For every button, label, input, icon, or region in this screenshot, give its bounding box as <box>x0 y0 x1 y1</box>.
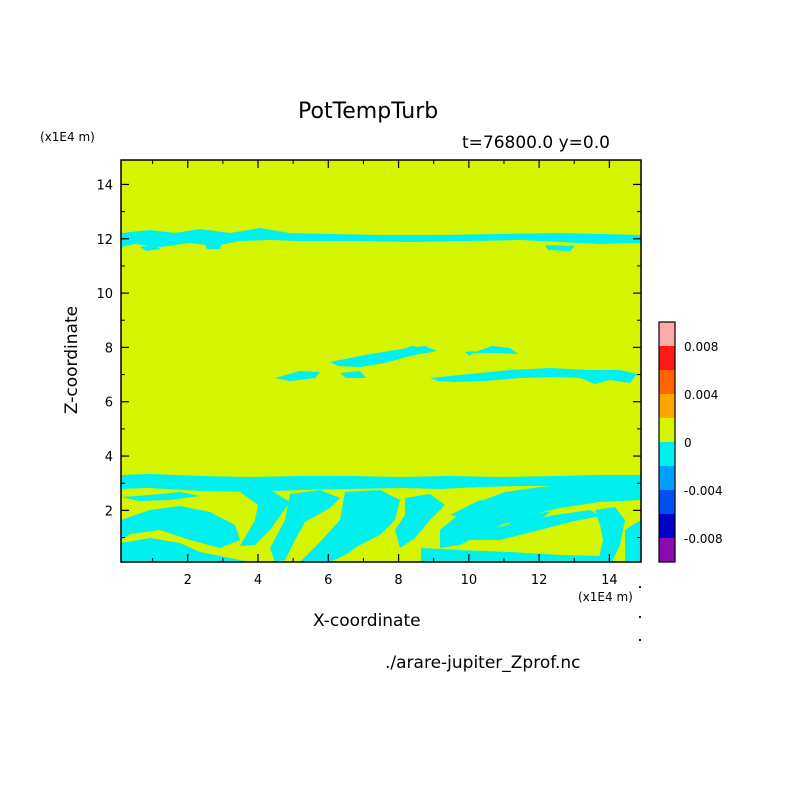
colorbar-tick-label: -0.008 <box>684 532 723 546</box>
x-unit-label: (x1E4 m) <box>578 590 633 604</box>
colorbar-tick-label: 0.004 <box>684 388 718 402</box>
y-tick-label-4: 4 <box>105 450 113 465</box>
colorbar-tick-label: -0.004 <box>684 484 723 498</box>
y-tick-label-8: 8 <box>105 341 113 356</box>
negative-region-14 <box>121 506 240 548</box>
colorbar-frame <box>658 321 676 563</box>
colorbar-band-5 <box>659 442 675 466</box>
plot-axes <box>120 159 642 563</box>
negative-region-11 <box>472 346 518 354</box>
chart-subtitle: t=76800.0 y=0.0 <box>462 133 610 153</box>
negative-region-17 <box>270 490 340 562</box>
colorbar-band-1 <box>659 538 675 562</box>
plot-frame <box>120 159 642 563</box>
colorbar-band-2 <box>659 514 675 538</box>
colorbar: -0.008 -0.004 0 0.004 0.008 <box>658 321 723 563</box>
negative-region-5 <box>275 371 320 381</box>
negative-region-12 <box>121 474 641 492</box>
y-tick-label-12: 12 <box>96 233 113 248</box>
colorbar-tick-label: 0 <box>684 436 692 450</box>
x-tick-label-6: 6 <box>324 573 332 588</box>
corner-dot <box>638 585 642 589</box>
x-tick-label-8: 8 <box>394 573 402 588</box>
axis-ticks: 2 4 6 8 10 12 14 2 4 6 8 10 12 14 <box>96 160 641 588</box>
x-tick-label-10: 10 <box>461 573 478 588</box>
colorbar-band-6 <box>659 418 675 442</box>
x-axis-label: X-coordinate <box>313 611 421 631</box>
y-tick-label-14: 14 <box>96 178 113 193</box>
colorbar-band-4 <box>659 466 675 490</box>
negative-region-20 <box>440 483 641 548</box>
y-tick-label-2: 2 <box>105 504 113 519</box>
negative-region-1 <box>121 228 641 247</box>
negative-region-24 <box>595 507 625 562</box>
colorbar-band-8 <box>659 370 675 394</box>
negative-region-2 <box>140 244 160 251</box>
negative-region-21 <box>421 548 600 562</box>
negative-region-18 <box>300 490 400 562</box>
y-tick-label-6: 6 <box>105 396 113 411</box>
colorbar-band-10 <box>659 322 675 346</box>
negative-region-13 <box>121 492 200 501</box>
colorbar-band-3 <box>659 490 675 514</box>
negative-region-9 <box>396 346 425 353</box>
x-tick-label-12: 12 <box>531 573 548 588</box>
negative-region-15 <box>121 538 250 562</box>
x-tick-label-2: 2 <box>184 573 192 588</box>
negative-region-3 <box>205 243 222 249</box>
corner-dot <box>638 615 642 619</box>
colorbar-band-9 <box>659 346 675 370</box>
negative-region-8 <box>430 368 637 384</box>
x-tick-label-14: 14 <box>601 573 618 588</box>
colorbar-tick-label: 0.008 <box>684 340 718 354</box>
x-tick-label-4: 4 <box>254 573 262 588</box>
colorbar-band-7 <box>659 394 675 418</box>
corner-dot <box>638 638 642 642</box>
chart-title: PotTempTurb <box>298 99 439 124</box>
negative-region-23 <box>455 510 600 540</box>
negative-region-10 <box>465 351 475 356</box>
negative-region-4 <box>545 245 575 251</box>
negative-region-26 <box>505 512 550 527</box>
negative-region-16 <box>240 490 290 546</box>
source-filename: ./arare-jupiter_Zprof.nc <box>385 653 581 673</box>
negative-region-22 <box>450 500 500 520</box>
negative-region-7 <box>340 371 366 378</box>
negative-region-19 <box>395 494 445 548</box>
y-tick-label-10: 10 <box>96 287 113 302</box>
negative-region-25 <box>625 520 641 562</box>
corner-marks <box>638 585 642 642</box>
contour-field <box>121 160 641 562</box>
y-unit-label: (x1E4 m) <box>40 130 95 144</box>
